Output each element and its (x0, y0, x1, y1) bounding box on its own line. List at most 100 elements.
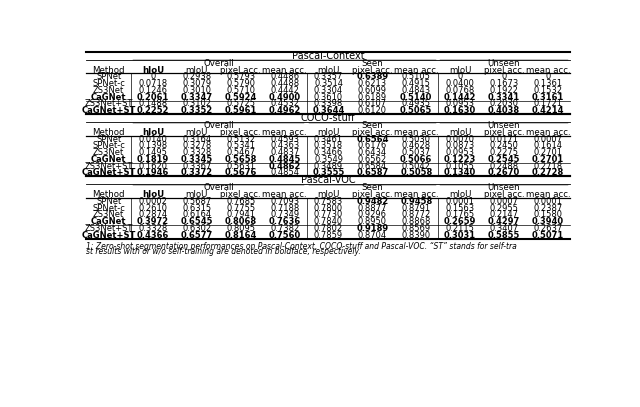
Text: hIoU: hIoU (142, 128, 164, 137)
Text: Overall: Overall (204, 59, 234, 68)
Text: 0.2147: 0.2147 (490, 210, 518, 219)
Text: pixel acc.: pixel acc. (221, 190, 261, 199)
Text: 0.5961: 0.5961 (225, 106, 257, 115)
Text: 0.4038: 0.4038 (488, 106, 520, 115)
Text: 1: Zero-shot segmentation performances on Pascal-Context, COCO-stuff and Pascal-: 1: Zero-shot segmentation performances o… (86, 242, 517, 251)
Text: 0.8704: 0.8704 (358, 231, 387, 240)
Text: 0.1721: 0.1721 (533, 99, 563, 109)
Text: 0.6315: 0.6315 (182, 204, 211, 212)
Text: 0.8868: 0.8868 (401, 217, 431, 226)
Text: 0.4843: 0.4843 (402, 86, 431, 95)
Text: Pascal-Context: Pascal-Context (292, 51, 364, 61)
Text: SPNet: SPNet (96, 135, 122, 144)
Text: 0.4297: 0.4297 (488, 217, 520, 226)
Text: 0.6389: 0.6389 (356, 72, 388, 81)
Text: 0.0007: 0.0007 (490, 197, 518, 206)
Text: Seen: Seen (362, 59, 383, 68)
Text: 0.6213: 0.6213 (358, 79, 387, 88)
Text: 0.3489: 0.3489 (314, 162, 343, 171)
Text: 0.2670: 0.2670 (488, 168, 520, 177)
Text: 0.3352: 0.3352 (181, 106, 213, 115)
Text: SPNet-c: SPNet-c (92, 79, 125, 88)
Text: 0.8068: 0.8068 (225, 217, 257, 226)
Text: 0: 0 (150, 72, 156, 81)
Text: 0.3461: 0.3461 (314, 135, 343, 144)
Text: ZS3Net+ST: ZS3Net+ST (84, 162, 133, 171)
Text: mIoU: mIoU (317, 190, 340, 199)
Text: 0.2610: 0.2610 (139, 204, 168, 212)
Text: pixel acc.: pixel acc. (352, 66, 393, 74)
Text: 0.1765: 0.1765 (445, 210, 475, 219)
Text: 0.3164: 0.3164 (182, 135, 211, 144)
Text: 0.3514: 0.3514 (314, 79, 343, 88)
Text: 0.5341: 0.5341 (227, 141, 255, 150)
Text: CaGNet+ST: CaGNet+ST (81, 168, 136, 177)
Text: 0.5071: 0.5071 (532, 231, 564, 240)
Text: pixel acc.: pixel acc. (221, 66, 261, 74)
Text: COCO-stuff: COCO-stuff (301, 113, 355, 123)
Text: 0.3347: 0.3347 (181, 93, 213, 102)
Text: 0.1620: 0.1620 (139, 162, 168, 171)
Text: 0.5676: 0.5676 (225, 168, 257, 177)
Text: 0.5132: 0.5132 (227, 135, 255, 144)
Text: 0.8390: 0.8390 (402, 231, 431, 240)
Text: CaGNet: CaGNet (91, 217, 127, 226)
Text: 0.5855: 0.5855 (488, 231, 520, 240)
Text: 0.2874: 0.2874 (138, 210, 168, 219)
Text: 0.5066: 0.5066 (400, 155, 433, 164)
Text: SPNet: SPNet (96, 72, 122, 81)
Text: 0.2115: 0.2115 (445, 224, 475, 233)
Text: 0.8095: 0.8095 (227, 224, 255, 233)
Text: 0: 0 (545, 72, 550, 81)
Text: SPNet-c: SPNet-c (92, 141, 125, 150)
Text: 0.2637: 0.2637 (533, 224, 563, 233)
Text: 0.5058: 0.5058 (400, 168, 433, 177)
Text: mean acc.: mean acc. (394, 128, 438, 137)
Text: 0.4935: 0.4935 (402, 99, 431, 109)
Text: 0.7859: 0.7859 (314, 231, 343, 240)
Text: 0.1819: 0.1819 (137, 155, 169, 164)
Text: 0.6120: 0.6120 (358, 106, 387, 115)
Text: 0.5140: 0.5140 (400, 93, 433, 102)
Text: 0.5631: 0.5631 (227, 162, 255, 171)
Text: Unseen: Unseen (488, 121, 520, 130)
Text: 0.1673: 0.1673 (490, 79, 518, 88)
Text: 0.1614: 0.1614 (533, 141, 563, 150)
Text: 0.6164: 0.6164 (182, 210, 211, 219)
Text: 0.3304: 0.3304 (314, 86, 343, 95)
Text: 0.5037: 0.5037 (402, 148, 431, 157)
Text: 0.0953: 0.0953 (445, 148, 475, 157)
Text: 0.8772: 0.8772 (402, 210, 431, 219)
Text: 0.4628: 0.4628 (402, 141, 431, 150)
Text: 0.4862: 0.4862 (269, 162, 301, 171)
Text: 0.3278: 0.3278 (182, 141, 212, 150)
Text: 0.6176: 0.6176 (358, 141, 387, 150)
Text: mean acc.: mean acc. (262, 190, 307, 199)
Text: 0.1922: 0.1922 (490, 86, 518, 95)
Text: 0.6302: 0.6302 (182, 224, 211, 233)
Text: 0.2488: 0.2488 (490, 162, 518, 171)
Text: 0.1398: 0.1398 (138, 141, 168, 150)
Text: 0.6099: 0.6099 (358, 86, 387, 95)
Text: 0.0768: 0.0768 (445, 86, 475, 95)
Text: 0.5924: 0.5924 (225, 93, 257, 102)
Text: 0.3345: 0.3345 (181, 155, 213, 164)
Text: 0.5105: 0.5105 (402, 72, 431, 81)
Text: 0.2061: 0.2061 (137, 93, 169, 102)
Text: 0.1442: 0.1442 (444, 93, 476, 102)
Text: 0.6562: 0.6562 (358, 155, 387, 164)
Text: 0.7382: 0.7382 (270, 224, 300, 233)
Text: 0.5793: 0.5793 (227, 72, 255, 81)
Text: 0.3398: 0.3398 (314, 99, 343, 109)
Text: 0.1488: 0.1488 (138, 99, 168, 109)
Text: mIoU: mIoU (317, 66, 340, 74)
Text: 0.1495: 0.1495 (139, 148, 168, 157)
Text: Overall: Overall (204, 121, 234, 130)
Text: 0.5687: 0.5687 (182, 197, 212, 206)
Text: mean acc.: mean acc. (525, 66, 570, 74)
Text: 0.4845: 0.4845 (269, 155, 301, 164)
Text: 0.0001: 0.0001 (445, 197, 475, 206)
Text: 0.8877: 0.8877 (358, 204, 387, 212)
Text: 0.7636: 0.7636 (269, 217, 301, 226)
Text: 0.7730: 0.7730 (314, 210, 343, 219)
